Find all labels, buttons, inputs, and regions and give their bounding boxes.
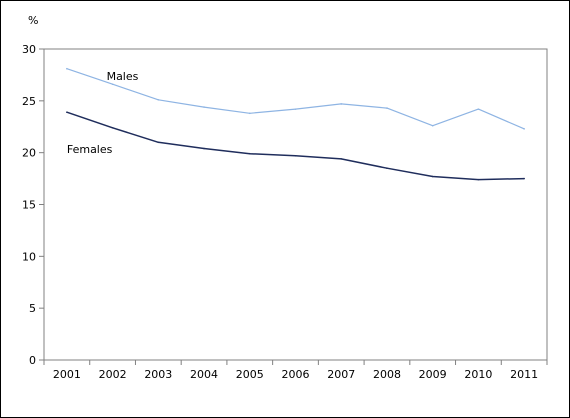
data-point-females [340,158,343,160]
series-label-males: Males [107,70,139,83]
x-tick-label: 2002 [99,368,127,381]
data-point-males [340,103,343,105]
x-tick-label: 2009 [419,368,447,381]
data-point-females [203,147,205,150]
y-tick-label: 20 [22,147,36,160]
x-tick-label: 2001 [53,368,81,381]
data-point-females [66,111,68,114]
x-tick-label: 2010 [464,368,492,381]
y-tick-label: 25 [22,95,36,108]
data-point-males [248,112,251,115]
x-tick-label: 2007 [327,368,355,381]
x-tick-label: 2008 [373,368,401,381]
y-tick-label: 15 [22,199,36,212]
plot-area [43,48,548,361]
data-point-males [66,67,68,70]
series-label-females: Females [67,143,113,156]
data-point-females [294,154,297,157]
y-tick-label: 10 [22,250,36,263]
x-tick-label: 2006 [282,368,310,381]
data-point-males [431,124,434,127]
data-point-males [294,108,297,110]
series-layer: Males Females [66,67,525,181]
data-point-males [523,128,525,130]
y-axis-unit-label: % [28,14,38,27]
data-point-males [477,108,480,110]
data-point-females [248,152,251,155]
data-point-males [111,83,114,86]
data-point-females [431,175,434,178]
data-point-females [386,167,388,170]
x-tick-label: 2003 [144,368,172,381]
x-axis: 2001 2002 2003 2004 2005 2006 2007 2008 2009 2010… [43,360,548,381]
x-tick-label: 2005 [236,368,264,381]
y-tick-label: 30 [22,43,36,56]
y-tick-label: 5 [29,302,36,315]
data-point-females [523,177,525,180]
y-tick-label: 0 [29,354,36,367]
x-tick-label: 2004 [190,368,218,381]
data-point-females [157,141,160,144]
data-point-males [386,107,388,109]
y-axis: 0 5 10 15 20 25 30 [22,43,44,367]
data-point-females [111,126,114,129]
data-point-males [203,106,205,108]
x-tick-label: 2011 [510,368,538,381]
data-point-males [157,98,160,101]
data-point-females [477,178,480,181]
